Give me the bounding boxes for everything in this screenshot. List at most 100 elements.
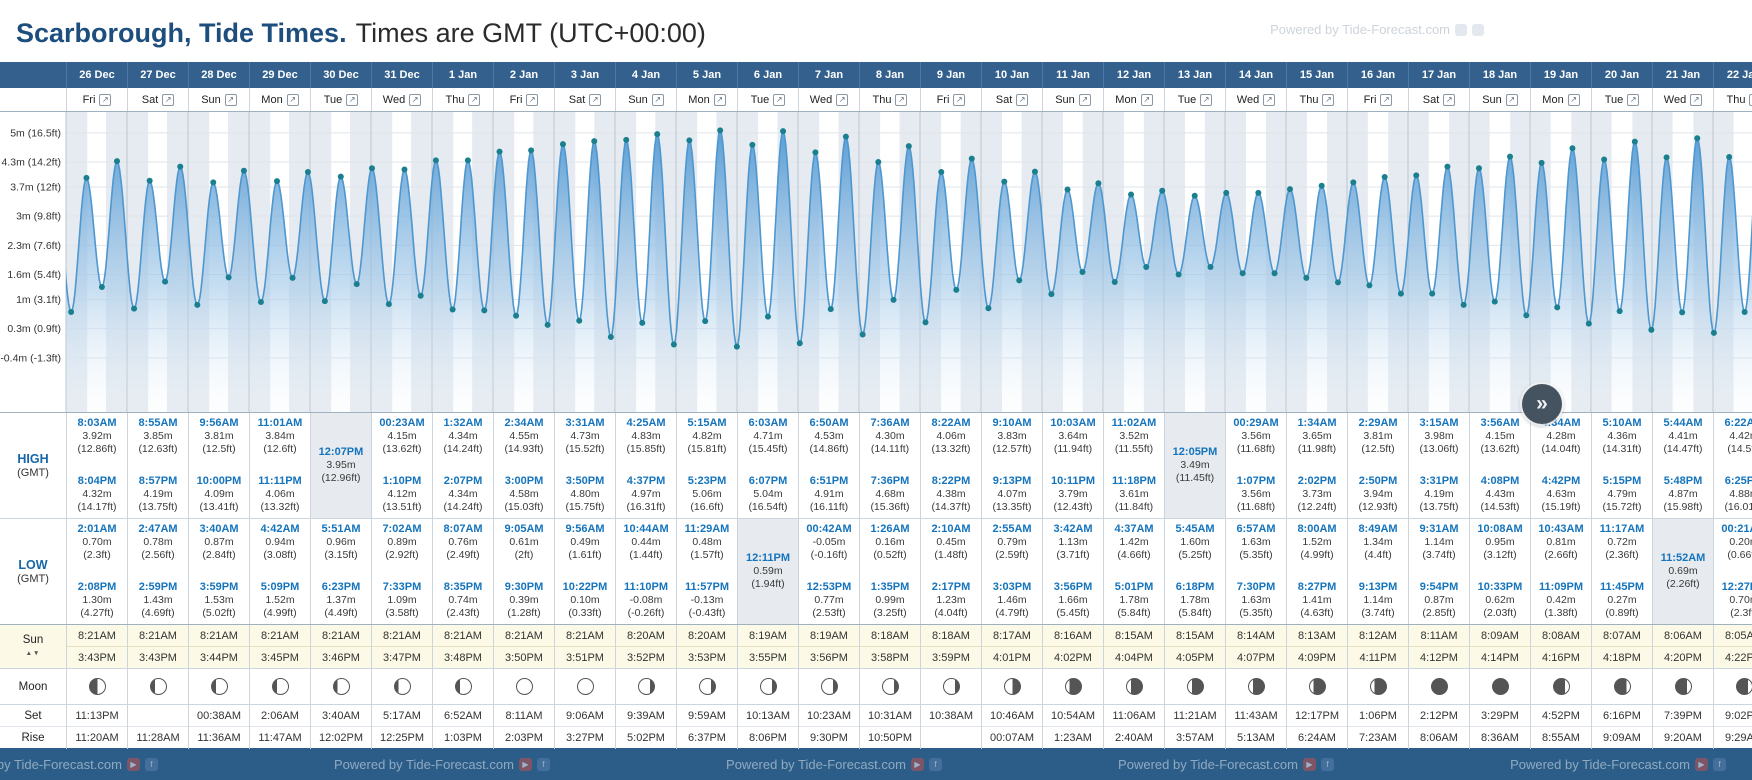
expand-icon[interactable]: ↗	[286, 93, 299, 106]
expand-icon[interactable]: ↗	[953, 93, 966, 106]
date-header[interactable]: 14 Jan	[1225, 62, 1286, 88]
location-title: Scarborough, Tide Times.	[16, 17, 347, 48]
tide-time: 10:33PM	[1477, 581, 1523, 593]
expand-icon[interactable]: ↗	[1443, 93, 1456, 106]
expand-icon[interactable]: ↗	[1380, 93, 1393, 106]
expand-icon[interactable]: ↗	[1567, 93, 1580, 106]
expand-icon[interactable]: ↗	[651, 93, 664, 106]
date-header[interactable]: 20 Jan	[1591, 62, 1652, 88]
tide-height-m: 1.63m	[1241, 536, 1271, 548]
expand-icon[interactable]: ↗	[1078, 93, 1091, 106]
tide-height-m: 4.97m	[631, 488, 661, 500]
date-header[interactable]: 7 Jan	[798, 62, 859, 88]
sun-times-cell: 8:21AM 3:51PM	[554, 625, 615, 668]
date-header[interactable]: 16 Jan	[1347, 62, 1408, 88]
weekday-row: Fri ↗ Sat ↗ Sun ↗ Mon ↗ Tue ↗ Wed ↗ Thu ↗ Fri ↗ Sat ↗ Sun ↗…	[0, 88, 1752, 112]
tide-time: 5:44AM	[1663, 417, 1703, 429]
expand-icon[interactable]: ↗	[1140, 93, 1153, 106]
date-header[interactable]: 22 Jan	[1713, 62, 1752, 88]
moonrise-time: 00:07AM	[981, 726, 1042, 749]
moonrise-time: 5:02PM	[615, 726, 676, 749]
expand-icon[interactable]: ↗	[1749, 93, 1752, 106]
date-header[interactable]: 4 Jan	[615, 62, 676, 88]
date-header[interactable]: 28 Dec	[188, 62, 249, 88]
date-header[interactable]: 29 Dec	[249, 62, 310, 88]
weekday-cell: Sat ↗	[981, 88, 1042, 111]
tide-time: 11:09PM	[1538, 581, 1584, 593]
expand-icon[interactable]: ↗	[1200, 93, 1213, 106]
tide-entry: 11:29AM 0.48m (1.57ft)	[677, 523, 737, 562]
date-header[interactable]: 8 Jan	[859, 62, 920, 88]
expand-icon[interactable]: ↗	[224, 93, 237, 106]
tide-height-m: 0.27m	[1607, 594, 1637, 606]
date-header[interactable]: 12 Jan	[1103, 62, 1164, 88]
expand-icon[interactable]: ↗	[1505, 93, 1518, 106]
moonset-time: 2:06AM	[249, 704, 310, 727]
date-header[interactable]: 31 Dec	[371, 62, 432, 88]
expand-icon[interactable]: ↗	[1016, 93, 1029, 106]
expand-icon[interactable]: ↗	[589, 93, 602, 106]
next-days-button[interactable]: »	[1522, 384, 1562, 424]
tide-height-m: 0.39m	[509, 594, 539, 606]
sun-times-cell: 8:21AM 3:46PM	[310, 625, 371, 668]
weekday-cell: Fri ↗	[920, 88, 981, 111]
date-header[interactable]: 11 Jan	[1042, 62, 1103, 88]
tide-height-m: 0.74m	[448, 594, 478, 606]
date-header[interactable]: 26 Dec	[66, 62, 127, 88]
expand-icon[interactable]: ↗	[526, 93, 539, 106]
expand-icon[interactable]: ↗	[773, 93, 786, 106]
date-header[interactable]: 15 Jan	[1286, 62, 1347, 88]
expand-icon[interactable]: ↗	[346, 93, 359, 106]
expand-icon[interactable]: ↗	[468, 93, 481, 106]
date-header[interactable]: 21 Jan	[1652, 62, 1713, 88]
moon-label: Moon	[18, 680, 48, 693]
expand-icon[interactable]: ↗	[836, 93, 849, 106]
date-header[interactable]: 2 Jan	[493, 62, 554, 88]
date-header[interactable]: 3 Jan	[554, 62, 615, 88]
date-header[interactable]: 1 Jan	[432, 62, 493, 88]
weekday-cell: Fri ↗	[66, 88, 127, 111]
date-header[interactable]: 30 Dec	[310, 62, 371, 88]
high-tide-cell: 1:32AM 4.34m (14.24ft) 2:07PM 4.34m (14.24ft)	[432, 413, 493, 518]
date-header[interactable]: 5 Jan	[676, 62, 737, 88]
date-header[interactable]: 18 Jan	[1469, 62, 1530, 88]
powered-by: Powered by Tide-Forecast.com ▶ f	[1510, 757, 1726, 772]
date-header[interactable]: 9 Jan	[920, 62, 981, 88]
date-header[interactable]: 17 Jan	[1408, 62, 1469, 88]
date-header[interactable]: 6 Jan	[737, 62, 798, 88]
date-header[interactable]: 27 Dec	[127, 62, 188, 88]
tide-entry: 00:42AM -0.05m (-0.16ft)	[799, 523, 859, 562]
tide-height-ft: (2.84ft)	[202, 549, 236, 561]
weekday-label: Sun	[1482, 93, 1502, 106]
tide-entry: 2:50PM 3.94m (12.93ft)	[1348, 475, 1408, 514]
expand-icon[interactable]: ↗	[1263, 93, 1276, 106]
date-header[interactable]: 13 Jan	[1164, 62, 1225, 88]
expand-icon[interactable]: ↗	[162, 93, 175, 106]
tide-height-ft: (3.12ft)	[1483, 549, 1517, 561]
date-header[interactable]: 19 Jan	[1530, 62, 1591, 88]
weekday-label: Thu	[872, 93, 892, 106]
tide-height-ft: (15.98ft)	[1663, 501, 1703, 513]
expand-icon[interactable]: ↗	[1690, 93, 1703, 106]
expand-icon[interactable]: ↗	[713, 93, 726, 106]
tide-height-m: 1.34m	[1363, 536, 1393, 548]
tide-entry: 2:17PM 1.23m (4.04ft)	[921, 581, 981, 620]
moonrise-time: 3:57AM	[1164, 726, 1225, 749]
tide-height-m: 4.19m	[1424, 488, 1454, 500]
expand-icon[interactable]: ↗	[1627, 93, 1640, 106]
tide-height-ft: (3.08ft)	[263, 549, 297, 561]
expand-icon[interactable]: ↗	[99, 93, 112, 106]
date-header[interactable]: 10 Jan	[981, 62, 1042, 88]
expand-icon[interactable]: ↗	[895, 93, 908, 106]
tide-height-m: 4.83m	[631, 430, 661, 442]
moonrise-row: Rise 11:20AM 11:28AM 11:36AM 11:47AM 12:02PM…	[0, 726, 1752, 749]
moon-phase-icon	[149, 678, 167, 695]
date-cells: 26 Dec 27 Dec 28 Dec 29 Dec 30 Dec 31 Dec 1 Ja…	[66, 62, 1752, 88]
tide-time: 8:57PM	[138, 475, 178, 487]
tide-height-m: 4.58m	[509, 488, 539, 500]
sunset-time: 3:45PM	[261, 651, 299, 664]
expand-icon[interactable]: ↗	[1322, 93, 1335, 106]
expand-icon[interactable]: ↗	[409, 93, 422, 106]
tide-height-m: 4.71m	[753, 430, 783, 442]
moonrise-time: 8:36AM	[1469, 726, 1530, 749]
